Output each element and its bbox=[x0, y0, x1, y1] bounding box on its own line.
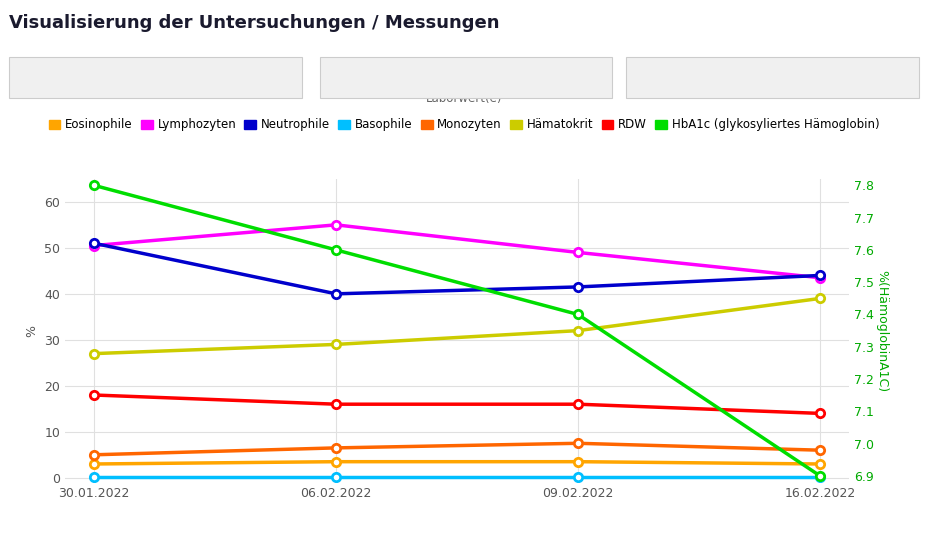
Text: v: v bbox=[596, 72, 603, 82]
Text: Eosinophile: Eosinophile bbox=[20, 71, 88, 83]
Y-axis label: %(HämoglobinA1C): %(HämoglobinA1C) bbox=[874, 269, 887, 392]
Text: v: v bbox=[286, 72, 292, 82]
Text: HbA1c (glykosyliertes Hämoglobin): HbA1c (glykosyliertes Hämoglobin) bbox=[331, 71, 539, 83]
Text: v: v bbox=[902, 72, 908, 82]
Text: Flächenanzeige ist ausgeschaltet: Flächenanzeige ist ausgeschaltet bbox=[637, 71, 833, 83]
Legend: Eosinophile, Lymphozyten, Neutrophile, Basophile, Monozyten, Hämatokrit, RDW, Hb: Eosinophile, Lymphozyten, Neutrophile, B… bbox=[48, 118, 879, 131]
Text: Laborwert(e): Laborwert(e) bbox=[425, 92, 502, 105]
Text: Visualisierung der Untersuchungen / Messungen: Visualisierung der Untersuchungen / Mess… bbox=[9, 14, 500, 31]
Y-axis label: %: % bbox=[26, 325, 39, 337]
